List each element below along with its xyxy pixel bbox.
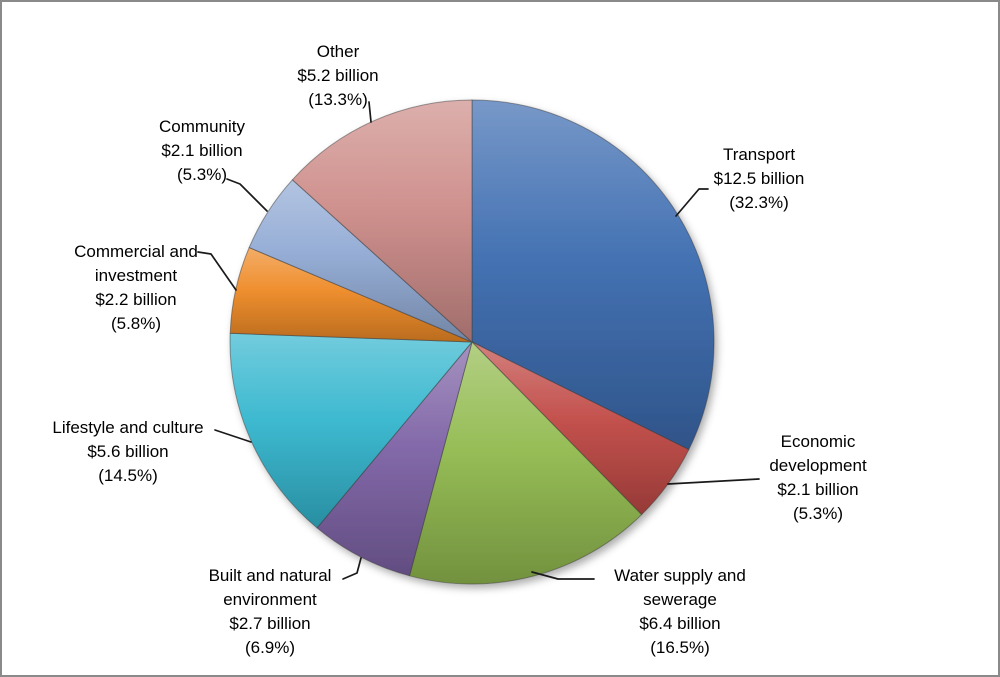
label-line: Water supply and [614, 566, 746, 585]
label-line: Other [316, 42, 360, 61]
label-line: investment [94, 266, 178, 285]
leader-line-water [531, 571, 595, 580]
label-line: (32.3%) [729, 193, 789, 212]
label-line: $2.1 billion [777, 480, 859, 499]
label-line: $5.6 billion [87, 442, 169, 461]
leader-line-other [368, 101, 372, 123]
label-line: Transport [722, 145, 796, 164]
label-line: Built and natural [208, 566, 332, 585]
label-line: (13.3%) [308, 90, 368, 109]
label-line: Community [159, 117, 245, 136]
leader-line-economic [667, 478, 760, 485]
leader-line-community [226, 178, 268, 212]
label-line: (5.3%) [792, 504, 844, 523]
label-line: (5.3%) [176, 165, 228, 184]
pie-slice-built-and-natural-environment [316, 341, 473, 577]
label-lifestyle-culture: Lifestyle and culture $5.6 billion (14.5… [52, 416, 203, 488]
label-water-supply-sewerage: Water supply and sewerage $6.4 billion (… [614, 564, 746, 660]
label-other: Other $5.2 billion (13.3%) [297, 40, 378, 112]
pie-slice-other [291, 99, 473, 343]
label-economic-development: Economic development $2.1 billion (5.3%) [769, 430, 866, 526]
label-line: (6.9%) [244, 638, 296, 657]
label-line: $2.1 billion [161, 141, 243, 160]
label-line: development [769, 456, 867, 475]
label-line: Economic [780, 432, 856, 451]
label-line: (14.5%) [98, 466, 158, 485]
pie-slices [229, 99, 715, 585]
label-line: Lifestyle and culture [52, 418, 204, 437]
label-line: $12.5 billion [713, 169, 805, 188]
label-line: $5.2 billion [297, 66, 379, 85]
label-built-natural-environment: Built and natural environment $2.7 billi… [209, 564, 332, 660]
label-line: Commercial and [74, 242, 198, 261]
label-line: $2.2 billion [95, 290, 177, 309]
label-line: (16.5%) [650, 638, 710, 657]
pie-slice-water-supply-and-sewerage [409, 341, 643, 585]
pie-slice-lifestyle-and-culture [229, 332, 473, 529]
label-line: (5.8%) [110, 314, 162, 333]
label-line: $2.7 billion [229, 614, 311, 633]
label-line: environment [223, 590, 317, 609]
label-line: sewerage [643, 590, 717, 609]
leader-line-transport [675, 188, 709, 217]
label-line: $6.4 billion [639, 614, 721, 633]
leader-line-commercial [197, 251, 237, 291]
label-community: Community $2.1 billion (5.3%) [159, 115, 245, 187]
leader-line-lifestyle [214, 429, 252, 443]
label-commercial-investment: Commercial and investment $2.2 billion (… [74, 240, 198, 336]
label-transport: Transport $12.5 billion (32.3%) [714, 143, 805, 215]
leader-line-built [342, 557, 362, 580]
